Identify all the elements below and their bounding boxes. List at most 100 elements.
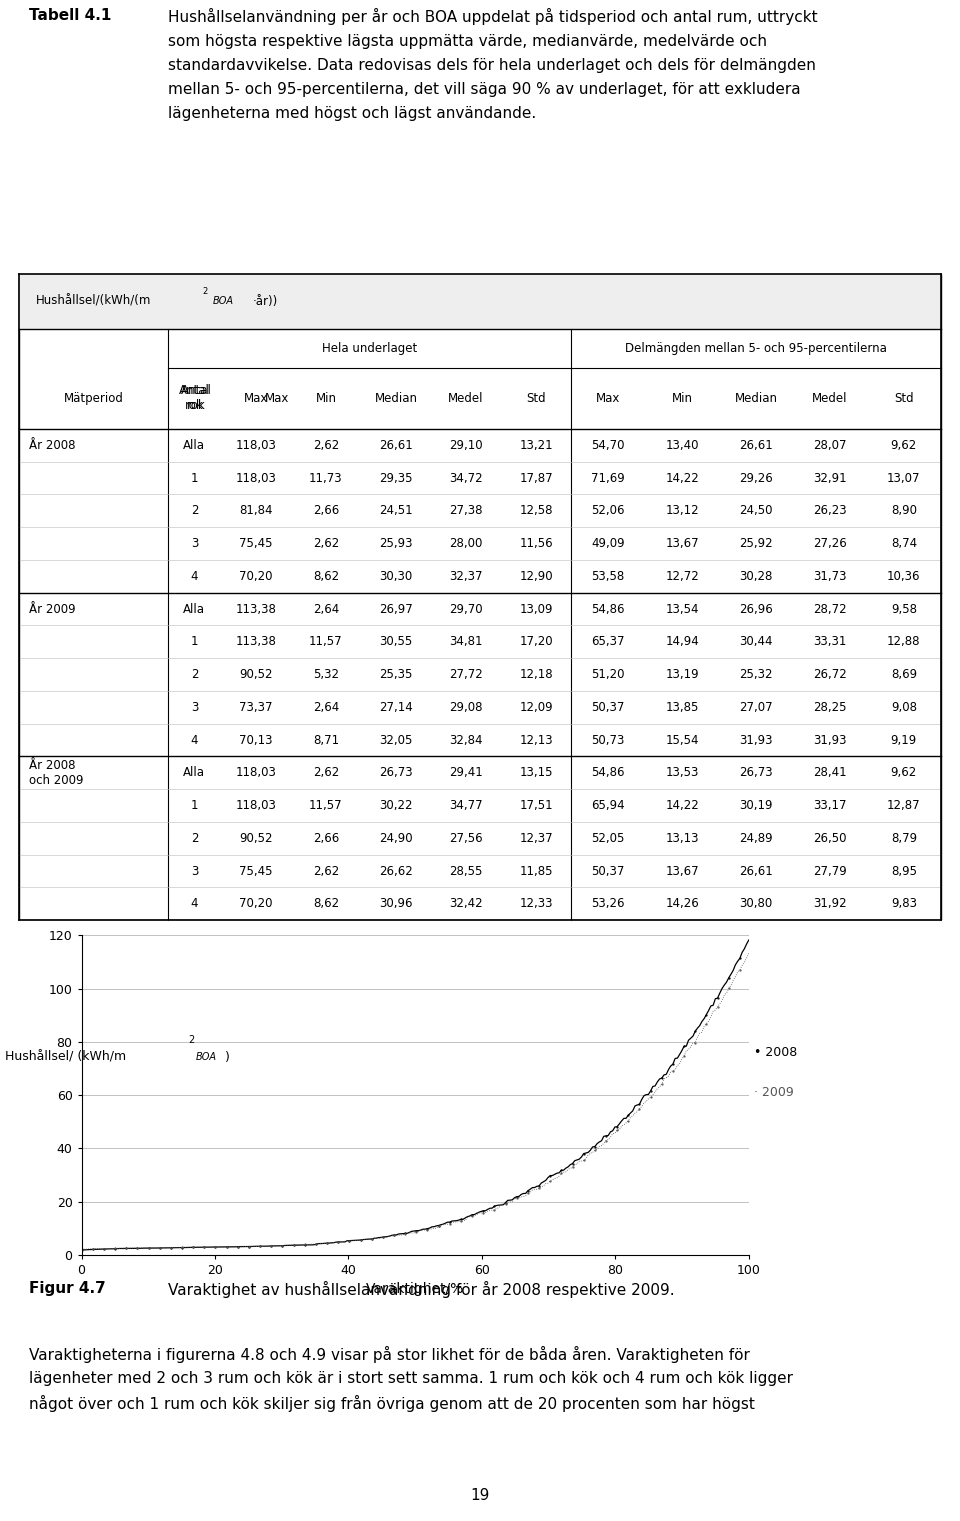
- Text: 2,62: 2,62: [313, 767, 339, 779]
- Text: 29,70: 29,70: [449, 602, 483, 616]
- Text: 28,72: 28,72: [813, 602, 847, 616]
- Text: 49,09: 49,09: [591, 537, 625, 551]
- Text: ·år)): ·år)): [252, 295, 277, 307]
- Text: 2: 2: [191, 668, 198, 681]
- Text: 50,37: 50,37: [591, 864, 625, 878]
- Text: 75,45: 75,45: [239, 537, 273, 551]
- Text: 65,94: 65,94: [591, 799, 625, 812]
- Text: Tabell 4.1: Tabell 4.1: [29, 8, 111, 23]
- Text: Varaktighet av hushållselanvändning för år 2008 respektive 2009.: Varaktighet av hushållselanvändning för …: [168, 1281, 675, 1297]
- Text: 30,28: 30,28: [739, 570, 773, 583]
- Text: 26,50: 26,50: [813, 832, 847, 844]
- Text: 13,19: 13,19: [665, 668, 699, 681]
- Text: Min: Min: [672, 392, 692, 405]
- Text: 17,87: 17,87: [519, 472, 553, 485]
- Text: 12,90: 12,90: [519, 570, 553, 583]
- Text: 32,05: 32,05: [379, 733, 413, 747]
- Text: Alla: Alla: [183, 438, 205, 452]
- Text: 32,84: 32,84: [449, 733, 483, 747]
- Text: 34,81: 34,81: [449, 636, 483, 648]
- X-axis label: Varaktighet/%: Varaktighet/%: [366, 1282, 465, 1296]
- Text: 27,14: 27,14: [379, 701, 413, 713]
- Text: Hushållsel/(kWh/(m: Hushållsel/(kWh/(m: [36, 295, 151, 307]
- Text: 90,52: 90,52: [239, 832, 273, 844]
- Text: 12,72: 12,72: [665, 570, 699, 583]
- Text: 70,20: 70,20: [239, 897, 273, 911]
- Text: Figur 4.7: Figur 4.7: [29, 1281, 106, 1296]
- Text: År 2009: År 2009: [29, 602, 76, 616]
- Text: Varaktigheterna i figurerna 4.8 och 4.9 visar på stor likhet för de båda åren. V: Varaktigheterna i figurerna 4.8 och 4.9 …: [29, 1346, 793, 1411]
- Text: Max: Max: [596, 392, 620, 405]
- Text: 8,69: 8,69: [891, 668, 917, 681]
- Text: 13,13: 13,13: [665, 832, 699, 844]
- Text: 24,90: 24,90: [379, 832, 413, 844]
- Text: 8,74: 8,74: [891, 537, 917, 551]
- Text: 9,62: 9,62: [891, 767, 917, 779]
- Text: Median: Median: [374, 392, 418, 405]
- Text: 24,51: 24,51: [379, 505, 413, 517]
- Text: 12,13: 12,13: [519, 733, 553, 747]
- Text: 9,58: 9,58: [891, 602, 917, 616]
- FancyBboxPatch shape: [19, 274, 941, 920]
- Text: 25,93: 25,93: [379, 537, 413, 551]
- Text: 13,67: 13,67: [665, 537, 699, 551]
- Text: 11,56: 11,56: [519, 537, 553, 551]
- Text: 4: 4: [191, 570, 198, 583]
- Text: Hela underlaget: Hela underlaget: [322, 342, 418, 354]
- Text: 33,31: 33,31: [813, 636, 847, 648]
- Text: 32,91: 32,91: [813, 472, 847, 485]
- Text: 11,73: 11,73: [309, 472, 343, 485]
- Text: 3: 3: [191, 537, 198, 551]
- Text: Hushållselanvändning per år och BOA uppdelat på tidsperiod och antal rum, uttryc: Hushållselanvändning per år och BOA uppd…: [168, 8, 818, 122]
- Text: 13,40: 13,40: [665, 438, 699, 452]
- Text: • 2008: • 2008: [754, 1046, 797, 1059]
- Text: 29,35: 29,35: [379, 472, 413, 485]
- Text: 26,72: 26,72: [813, 668, 847, 681]
- Text: 28,25: 28,25: [813, 701, 847, 713]
- Text: 28,41: 28,41: [813, 767, 847, 779]
- Text: 2: 2: [191, 832, 198, 844]
- Text: 30,55: 30,55: [379, 636, 413, 648]
- Text: 13,67: 13,67: [665, 864, 699, 878]
- Text: 1: 1: [191, 799, 198, 812]
- Text: Antal
rok: Antal rok: [180, 385, 211, 412]
- Text: 2: 2: [188, 1036, 195, 1045]
- Text: 27,79: 27,79: [813, 864, 847, 878]
- Text: 26,23: 26,23: [813, 505, 847, 517]
- Text: 30,96: 30,96: [379, 897, 413, 911]
- Text: 34,72: 34,72: [449, 472, 483, 485]
- Text: 4: 4: [191, 733, 198, 747]
- Text: 118,03: 118,03: [235, 472, 276, 485]
- Text: 32,42: 32,42: [449, 897, 483, 911]
- Text: 50,37: 50,37: [591, 701, 625, 713]
- Text: 12,37: 12,37: [519, 832, 553, 844]
- Text: 2,64: 2,64: [313, 701, 339, 713]
- Text: 65,37: 65,37: [591, 636, 625, 648]
- Text: 19: 19: [470, 1488, 490, 1503]
- Text: ): ): [225, 1051, 229, 1063]
- Text: 113,38: 113,38: [235, 602, 276, 616]
- Text: 118,03: 118,03: [235, 767, 276, 779]
- Text: 9,19: 9,19: [891, 733, 917, 747]
- Text: 2,66: 2,66: [313, 832, 339, 844]
- Text: Median: Median: [734, 392, 778, 405]
- Text: 52,06: 52,06: [591, 505, 625, 517]
- Text: 14,22: 14,22: [665, 799, 699, 812]
- Text: 13,15: 13,15: [519, 767, 553, 779]
- Text: 118,03: 118,03: [235, 438, 276, 452]
- Text: 30,19: 30,19: [739, 799, 773, 812]
- Text: 31,93: 31,93: [739, 733, 773, 747]
- Text: År 2008
och 2009: År 2008 och 2009: [29, 759, 84, 786]
- Text: 1: 1: [191, 472, 198, 485]
- Text: 8,62: 8,62: [313, 897, 339, 911]
- Text: 70,20: 70,20: [239, 570, 273, 583]
- Text: 81,84: 81,84: [239, 505, 273, 517]
- Text: Min: Min: [316, 392, 336, 405]
- Text: 2,62: 2,62: [313, 537, 339, 551]
- Text: 14,26: 14,26: [665, 897, 699, 911]
- Text: 17,20: 17,20: [519, 636, 553, 648]
- Text: 27,38: 27,38: [449, 505, 483, 517]
- Text: 8,95: 8,95: [891, 864, 917, 878]
- Text: 51,20: 51,20: [591, 668, 625, 681]
- Text: 13,07: 13,07: [887, 472, 921, 485]
